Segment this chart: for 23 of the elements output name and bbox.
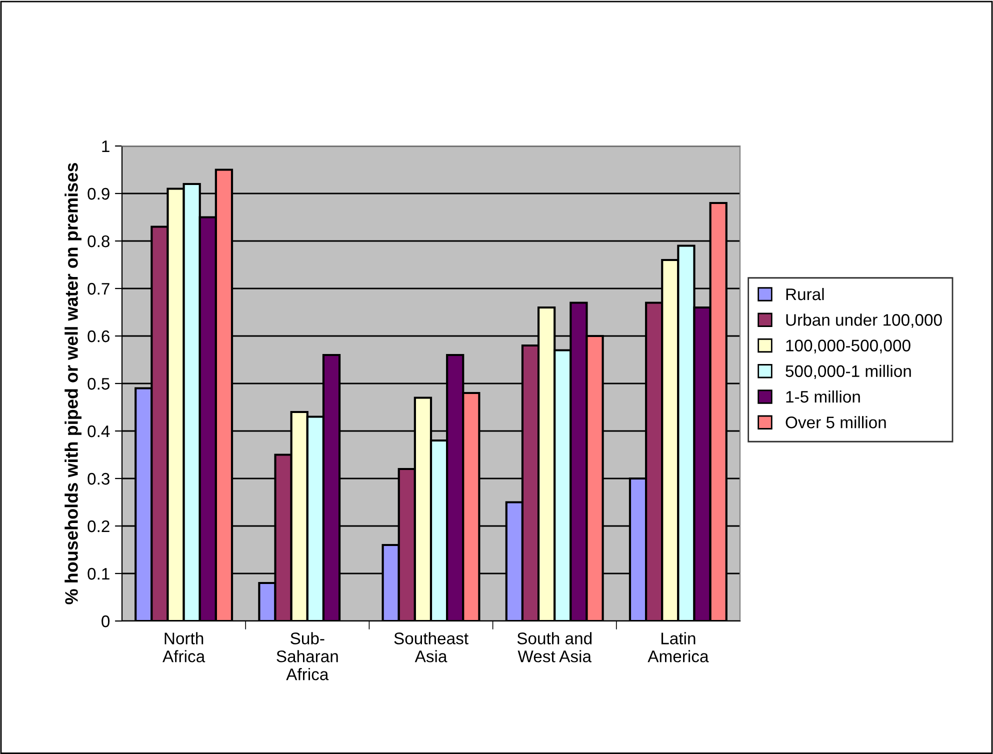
x-tick-label: Southeast Asia [394,632,468,662]
legend-label: Urban under 100,000 [786,314,942,328]
legend-label: 100,000-500,000 [786,340,910,354]
legend-label: Over 5 million [786,416,886,428]
legend-label: 500,000-1 million [786,364,911,380]
x-tick-label: South and West Asia [517,632,592,662]
y-tick-label: 0.7 [88,282,110,295]
y-tick-label: 0.6 [88,330,110,342]
x-tick-label: Sub- Saharan Africa [276,632,338,680]
y-tick-label: 0.1 [88,568,110,580]
y-tick-label: 0.2 [88,520,110,532]
x-tick-label: North Africa [162,632,206,662]
y-axis-title: % households with piped or well water on premises [64,163,82,604]
legend-label: 1-5 million [786,390,860,403]
x-tick-label: Latin America [648,632,709,662]
y-tick-label: 0.5 [88,378,110,390]
y-tick-label: 0.9 [88,188,110,200]
y-tick-label: 1 [102,140,110,152]
y-tick-label: 0.4 [88,425,110,438]
legend-label: Rural [786,288,824,300]
y-tick-label: 0 [102,615,110,628]
y-tick-label: 0.3 [88,472,110,485]
y-tick-label: 0.8 [88,235,110,248]
